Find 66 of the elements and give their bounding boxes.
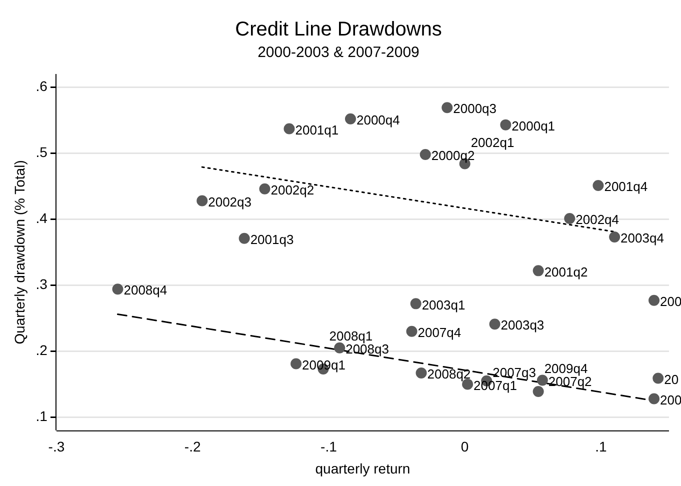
annotation: 2000q1 (512, 118, 556, 134)
point (112, 284, 124, 295)
annotation: 2008q4 (124, 282, 168, 298)
point (532, 386, 544, 397)
annotation: 2001q4 (604, 179, 648, 194)
chart-title: Credit Line Drawdowns (235, 18, 442, 41)
y-tick-label: .3 (36, 276, 48, 292)
annotation: 2008q3 (346, 341, 389, 356)
point (406, 326, 418, 337)
y-tick-label: .1 (36, 408, 48, 424)
annotation: 2009q4 (544, 360, 588, 376)
annotation: 2008q2 (427, 366, 471, 382)
annotation: 200 (660, 392, 681, 408)
y-tick-label: .6 (36, 78, 48, 94)
x-tick-label: .1 (595, 438, 607, 455)
annotation: 200 (660, 294, 681, 309)
annotation: 2001q1 (295, 122, 339, 138)
point (652, 372, 664, 384)
point (536, 374, 548, 386)
x-tick-label: 0 (460, 438, 469, 455)
annotation: 2007q2 (548, 374, 592, 389)
annotation: 2002q3 (208, 194, 252, 210)
chart-subtitle: 2000-2003 & 2007-2009 (258, 44, 420, 62)
point (592, 180, 604, 192)
annotation: 2003q1 (422, 297, 466, 312)
annotation: 2003q4 (620, 230, 664, 246)
point (290, 358, 302, 370)
point (609, 232, 620, 243)
annotation: 20 (664, 372, 679, 387)
point (196, 195, 208, 206)
y-tick-label: .4 (36, 210, 48, 226)
annotation: 2000q2 (431, 148, 475, 164)
point (532, 265, 544, 276)
annotation: 2001q2 (544, 264, 588, 280)
annotation: 2007q4 (418, 324, 462, 340)
annotation: 2003q3 (500, 318, 544, 333)
point (420, 149, 431, 160)
point (410, 298, 422, 310)
point (489, 318, 500, 330)
annotation: 2002q1 (470, 135, 514, 150)
point (344, 113, 356, 124)
point (416, 367, 427, 378)
y-axis-title: Quarterly drawdown (% Total) (11, 160, 28, 344)
point (648, 294, 660, 306)
x-tick-label: -.1 (320, 438, 338, 455)
x-tick-label: -.2 (184, 438, 201, 455)
point (259, 183, 270, 194)
annotation: 2000q4 (356, 112, 400, 128)
x-tick-label: -.3 (48, 438, 65, 455)
annotation: 2007q3 (492, 364, 536, 380)
annotation: 2009q1 (302, 357, 346, 372)
y-tick-label: .2 (36, 342, 48, 358)
annotation: 2002q4 (576, 212, 620, 228)
x-axis-title: quarterly return (315, 460, 410, 476)
y-tick-label: .5 (36, 144, 48, 160)
point (238, 232, 250, 244)
point (648, 393, 660, 404)
point (500, 119, 512, 130)
annotation: 2007q1 (474, 378, 517, 393)
point (284, 123, 295, 134)
annotation: 2001q3 (250, 232, 294, 247)
annotation: 2000q3 (453, 101, 497, 116)
annotation: 2002q2 (270, 182, 314, 198)
point (442, 102, 453, 114)
annotation: 2008q1 (329, 328, 373, 344)
point (564, 213, 576, 224)
